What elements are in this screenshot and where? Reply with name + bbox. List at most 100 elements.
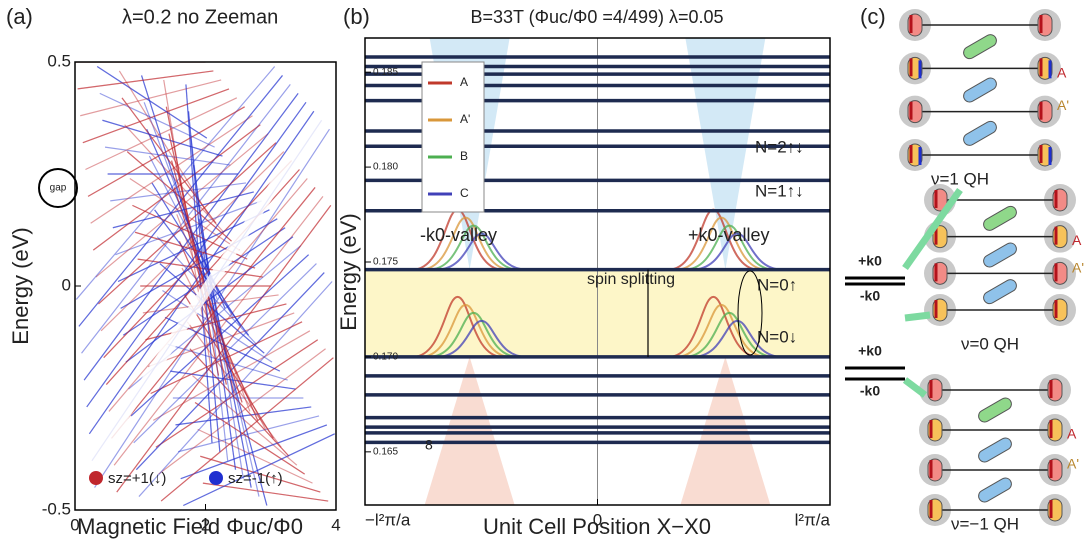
annotation: spin splitting: [587, 271, 675, 288]
sublattice-label: A': [1057, 97, 1069, 113]
spectrum-line: [163, 79, 212, 367]
spectrum-line: [117, 209, 270, 283]
spectrum-line: [103, 160, 293, 359]
x-tick-label: 4: [331, 515, 340, 534]
spectrum-line: [82, 88, 230, 144]
spectrum-line: [203, 272, 268, 506]
spectrum-line: [126, 151, 232, 242]
spectrum-line: [121, 97, 217, 224]
x-tick-label: 2: [201, 515, 210, 534]
valley-label: -k0: [860, 288, 880, 304]
spectrum-line: [168, 133, 227, 385]
density-cone: [685, 38, 766, 270]
spectrum-line: [150, 321, 303, 395]
y-tick-label: 0.5: [47, 51, 71, 70]
x-axis-label: Magnetic Field Φuc/Φ0: [77, 514, 303, 539]
x-tick-label: 0: [593, 510, 602, 529]
spectrum-line: [102, 119, 223, 157]
spectrum-line: [145, 303, 287, 341]
spectrum-line: [138, 281, 333, 497]
annotation: 8: [425, 437, 433, 453]
spectrum-line: [148, 155, 234, 318]
spectrum-line: [96, 65, 208, 139]
spectrum-line: [145, 303, 287, 341]
x-axis-label: Unit Cell Position X−X0: [483, 514, 711, 539]
spectrum-line: [122, 227, 286, 336]
spectrum-line: [193, 164, 237, 470]
spectrum-line: [200, 455, 321, 493]
spectrum-line: [151, 182, 242, 327]
spectrum-line: [117, 209, 270, 283]
y-axis-label: Energy (eV): [8, 227, 33, 344]
annotation: N=1↑↓: [755, 181, 804, 200]
spectrum-line: [134, 231, 256, 269]
spectrum-line: [159, 263, 265, 354]
wavefunction-curve: [420, 216, 511, 271]
spectrum-line: [178, 240, 259, 421]
spectrum-line: [147, 312, 295, 368]
wavefunction-curve: [436, 319, 527, 358]
spectrum-line: [92, 124, 261, 251]
spectrum-line: [80, 79, 222, 117]
spectrum-line: [175, 406, 312, 426]
panel-label: (b): [343, 4, 370, 29]
legend-label: sz=-1(↑): [228, 470, 283, 487]
spectrum-line: [189, 348, 290, 457]
chart-title: B=33T (Φuc/Φ0 =4/499) λ=0.05: [470, 7, 723, 27]
spectrum-line: [160, 357, 334, 502]
pointer-arrow: [902, 187, 963, 271]
spectrum-line: [150, 321, 303, 395]
spectrum-line: [193, 164, 237, 470]
spectrum-line: [77, 70, 214, 90]
y-tick-label: -0.5: [42, 499, 71, 518]
spectrum-line: [112, 191, 254, 229]
valley-label: -k0: [860, 383, 880, 399]
sublattice-label: A: [1067, 426, 1077, 442]
spectrum-line: [83, 93, 299, 381]
spectrum-line: [137, 258, 264, 278]
spectrum-line: [120, 218, 278, 309]
sublattice-label: A: [1057, 64, 1067, 80]
spectrum-line: [153, 330, 311, 421]
orbital: [978, 477, 1012, 503]
spectrum-line: [121, 97, 217, 224]
orbital: [978, 397, 1012, 423]
spectrum-line: [194, 401, 306, 475]
spectrum-line: [78, 75, 283, 327]
spectrum-line: [183, 433, 335, 507]
spectrum-line: [134, 231, 256, 269]
spectrum-line: [95, 133, 269, 278]
spectrum-line: [87, 106, 245, 197]
y-tick-label: 0.185: [373, 67, 398, 78]
x-tick-label: 0: [70, 515, 79, 534]
spectrum-line: [194, 401, 306, 475]
spectrum-line: [198, 218, 252, 488]
spectrum-line: [140, 75, 210, 291]
wavefunction-curve: [692, 232, 783, 271]
spectrum-line: [185, 84, 213, 443]
spectrum-line: [78, 75, 283, 327]
spectrum-line: [140, 75, 210, 291]
spectrum-line: [168, 133, 227, 385]
y-tick-label: 0: [62, 275, 71, 294]
density-cone: [424, 356, 515, 505]
pointer-arrow: [902, 377, 928, 398]
spectrum-line: [111, 187, 316, 439]
spectrum-line: [133, 263, 317, 444]
spectrum-line: [151, 182, 242, 327]
gap-region: [75, 82, 336, 500]
annotation: -k0-valley: [420, 225, 497, 245]
spectrum-line: [155, 339, 319, 448]
spectrum-line: [90, 115, 253, 224]
lattice-label: ν=1 QH: [931, 169, 989, 188]
spectrum-line: [160, 357, 334, 502]
wavefunction-curve: [420, 303, 511, 358]
spectrum-line: [125, 236, 294, 363]
wavefunction-curve: [412, 295, 503, 358]
spectrum-line: [203, 272, 268, 506]
spectrum-line: [186, 321, 282, 448]
spectrum-line: [116, 205, 332, 493]
spectrum-line: [81, 84, 291, 354]
wavefunction-curve: [428, 311, 519, 358]
